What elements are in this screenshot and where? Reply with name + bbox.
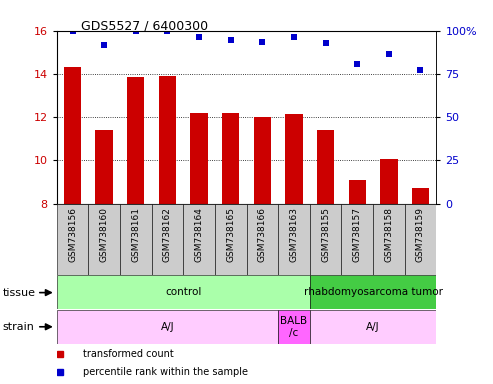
Text: GDS5527 / 6400300: GDS5527 / 6400300 — [81, 19, 209, 32]
Bar — [183, 204, 215, 275]
Point — [417, 66, 424, 73]
Bar — [278, 310, 310, 344]
Text: control: control — [165, 287, 202, 297]
Bar — [88, 204, 120, 275]
Text: strain: strain — [2, 322, 35, 332]
Bar — [349, 180, 366, 204]
Text: tissue: tissue — [2, 288, 35, 298]
Text: GSM738157: GSM738157 — [352, 207, 362, 262]
Text: GSM738162: GSM738162 — [163, 207, 172, 262]
Bar — [310, 275, 436, 309]
Bar — [412, 189, 429, 204]
Text: GSM738166: GSM738166 — [258, 207, 267, 262]
Bar — [120, 204, 152, 275]
Text: percentile rank within the sample: percentile rank within the sample — [83, 367, 248, 377]
Point — [195, 34, 203, 40]
Bar — [310, 204, 341, 275]
Point — [321, 40, 329, 46]
Point — [132, 28, 140, 34]
Bar — [253, 117, 271, 204]
Text: GSM738155: GSM738155 — [321, 207, 330, 262]
Bar — [96, 130, 113, 204]
Point — [164, 28, 172, 34]
Point — [353, 61, 361, 67]
Bar — [215, 204, 246, 275]
Point — [385, 51, 393, 58]
Bar — [64, 68, 81, 204]
Text: transformed count: transformed count — [83, 349, 174, 359]
Point — [258, 38, 266, 45]
Bar — [57, 275, 310, 309]
Text: BALB
/c: BALB /c — [281, 316, 308, 338]
Bar — [285, 114, 303, 204]
Bar — [317, 130, 334, 204]
Bar — [278, 204, 310, 275]
Text: GSM738158: GSM738158 — [385, 207, 393, 262]
Bar — [127, 77, 144, 204]
Text: GSM738156: GSM738156 — [68, 207, 77, 262]
Text: GSM738164: GSM738164 — [195, 207, 204, 262]
Bar — [246, 204, 278, 275]
Text: GSM738160: GSM738160 — [100, 207, 108, 262]
Point — [227, 37, 235, 43]
Bar — [159, 76, 176, 204]
Text: GSM738161: GSM738161 — [131, 207, 141, 262]
Bar — [310, 310, 436, 344]
Bar — [57, 310, 278, 344]
Point — [290, 34, 298, 40]
Text: GSM738165: GSM738165 — [226, 207, 235, 262]
Point — [100, 42, 108, 48]
Bar — [222, 113, 240, 204]
Point — [69, 28, 76, 34]
Bar — [190, 113, 208, 204]
Bar — [57, 204, 88, 275]
Text: GSM738163: GSM738163 — [289, 207, 298, 262]
Bar — [380, 159, 397, 204]
Bar — [152, 204, 183, 275]
Text: A/J: A/J — [161, 322, 174, 332]
Text: GSM738159: GSM738159 — [416, 207, 425, 262]
Bar — [373, 204, 405, 275]
Bar — [405, 204, 436, 275]
Text: A/J: A/J — [366, 322, 380, 332]
Text: rhabdomyosarcoma tumor: rhabdomyosarcoma tumor — [304, 287, 443, 297]
Bar — [341, 204, 373, 275]
